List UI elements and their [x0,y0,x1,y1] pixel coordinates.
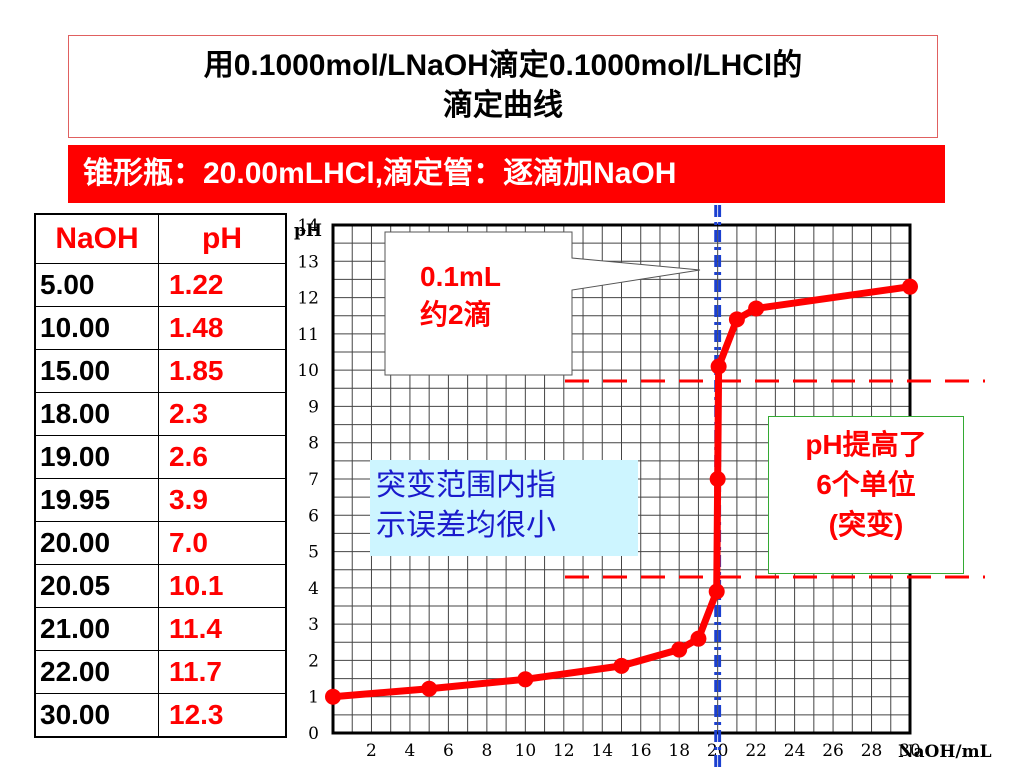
x-axis-label: NaOH/mL [898,742,992,762]
naoh-cell: 20.00 [34,521,159,565]
titration-table: NaOH pH 5.00 1.22 10.00 1.48 15.00 1.85 18.00 2… [34,213,287,738]
data-point [517,671,534,688]
y-tick-label: 13 [297,252,319,272]
table-row: 21.00 11.4 [34,607,287,651]
y-tick-label: 2 [308,651,319,671]
x-tick-label: 14 [591,741,613,761]
y-tick-label: 8 [308,434,319,454]
ph-cell: 7.0 [158,521,287,565]
x-tick-label: 18 [668,741,690,761]
callout-bubble [384,231,701,376]
data-point [902,278,918,295]
ph-jump-note: pH提高了 6个单位 (突变) [768,416,964,574]
y-tick-label: 10 [297,361,319,381]
header-naoh: NaOH [34,213,159,264]
indicator-error-note: 突变范围内指 示误差均很小 [370,460,638,556]
data-point [690,630,707,647]
data-point [325,688,341,705]
blue-note-line-1: 突变范围内指 [376,469,556,502]
x-tick-label: 6 [443,741,454,761]
y-tick-label: 4 [308,579,319,599]
blue-note-line-2: 示误差均很小 [376,509,556,542]
y-tick-label: 12 [297,289,319,309]
naoh-cell: 15.00 [34,349,159,393]
data-point [708,583,725,600]
data-point [671,641,688,658]
x-tick-label: 30 [899,741,921,761]
naoh-cell: 18.00 [34,392,159,436]
x-tick-label: 20 [707,741,729,761]
x-tick-label: 8 [481,741,492,761]
y-tick-label: 14 [297,216,319,236]
callout-text: 0.1mL 约2滴 [420,258,501,334]
x-tick-label: 24 [784,741,806,761]
data-point [710,358,727,375]
green-note-line-1: pH提高了 [805,429,927,460]
ph-cell: 2.3 [158,392,287,436]
y-tick-label: 9 [308,397,319,417]
ph-cell: 1.22 [158,263,287,307]
ph-cell: 11.4 [158,607,287,651]
y-tick-label: 5 [308,543,319,563]
setup-banner: 锥形瓶：20.00mLHCl,滴定管：逐滴加NaOH [68,145,945,203]
y-tick-label: 7 [308,470,319,490]
callout-line-1: 0.1mL [420,261,501,292]
ph-cell: 1.48 [158,306,287,350]
ph-cell: 10.1 [158,564,287,608]
green-note-line-3: (突变) [828,509,904,540]
y-tick-label: 0 [308,724,319,744]
data-point [728,311,745,328]
x-tick-label: 28 [861,741,883,761]
table-row: 20.05 10.1 [34,564,287,608]
ph-cell: 11.7 [158,650,287,694]
title-line-2: 滴定曲线 [443,89,563,122]
y-tick-label: 3 [308,615,319,635]
naoh-cell: 22.00 [34,650,159,694]
green-note-line-2: 6个单位 [816,469,916,500]
ph-cell: 1.85 [158,349,287,393]
callout-line-2: 约2滴 [420,299,492,330]
naoh-cell: 21.00 [34,607,159,651]
table-row: 22.00 11.7 [34,650,287,694]
y-tick-label: 11 [297,325,319,345]
data-point [709,471,726,487]
y-tick-label: 1 [308,688,319,708]
x-tick-label: 4 [405,741,416,761]
table-row: 18.00 2.3 [34,392,287,436]
table-row: 19.95 3.9 [34,478,287,522]
title-line-1: 用0.1000mol/LNaOH滴定0.1000mol/LHCl的 [203,49,803,82]
table-row: 20.00 7.0 [34,521,287,565]
x-tick-label: 2 [366,741,377,761]
data-point [613,657,630,674]
table-row: 30.00 12.3 [34,693,287,738]
title-box: 用0.1000mol/LNaOH滴定0.1000mol/LHCl的 滴定曲线 [68,35,938,138]
x-tick-label: 16 [630,741,652,761]
y-axis-label: pH [294,221,322,241]
y-tick-label: 6 [308,506,319,526]
table-row: 15.00 1.85 [34,349,287,393]
table-row: 19.00 2.6 [34,435,287,479]
x-tick-label: 22 [745,741,767,761]
data-point [421,680,438,697]
x-tick-label: 12 [553,741,575,761]
x-tick-label: 26 [822,741,844,761]
naoh-cell: 30.00 [34,693,159,738]
x-tick-label: 10 [515,741,537,761]
data-point [748,300,765,317]
ph-cell: 12.3 [158,693,287,738]
